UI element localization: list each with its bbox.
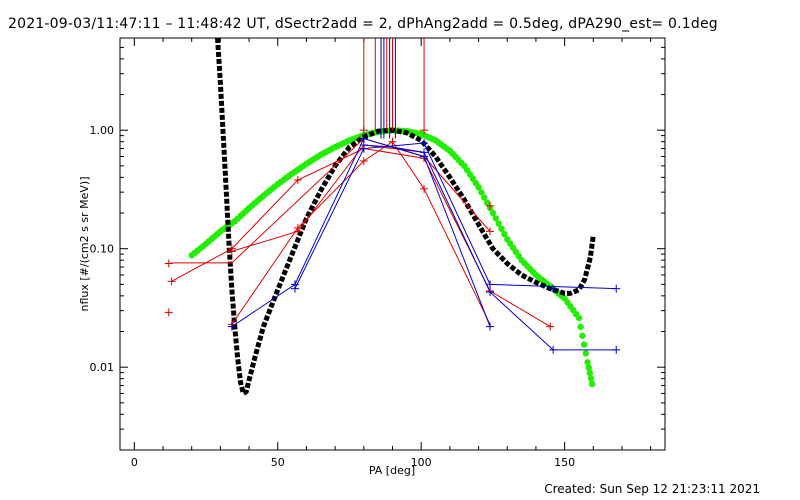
y-tick-label: 0.10 — [90, 243, 115, 256]
green-curve-dot — [498, 225, 505, 232]
red-series-line — [231, 140, 491, 325]
blue-series-line — [294, 142, 617, 290]
x-tick-label: 0 — [131, 456, 138, 469]
green-curve-dot — [588, 380, 596, 388]
green-curve-dot — [481, 194, 488, 201]
green-curve-dot — [495, 220, 502, 227]
green-curve-dot — [489, 209, 497, 217]
x-tick-label: 50 — [271, 456, 285, 469]
green-curve-dot — [492, 215, 499, 222]
green-curve-dot — [501, 230, 508, 238]
green-curve-dot — [587, 375, 595, 382]
green-curve-dot — [483, 199, 491, 206]
red-series-line — [231, 144, 425, 252]
blue-series-line — [231, 137, 491, 328]
green-curve-dot — [582, 350, 590, 357]
y-tick-label: 1.00 — [90, 124, 115, 137]
black-curve-line — [215, 37, 596, 396]
black-fit-curve — [215, 37, 596, 396]
y-tick-label: 0.01 — [90, 361, 115, 374]
axis-tick-labels: 0 50 100 150 0.01 0.10 1.00 — [90, 124, 576, 469]
green-curve-dot — [577, 323, 584, 331]
green-curve-dot — [584, 359, 591, 366]
green-curve-dot — [478, 189, 485, 196]
green-curve-dot — [475, 184, 482, 191]
green-curve-dot — [579, 332, 586, 339]
chart-title: 2021-09-03/11:47:11 – 11:48:42 UT, dSect… — [8, 16, 718, 32]
green-curve-dot — [580, 341, 588, 348]
x-tick-label: 100 — [411, 456, 432, 469]
green-curve-dot — [586, 369, 594, 377]
green-model-curve — [188, 127, 596, 388]
blue-series-line — [363, 144, 617, 351]
created-timestamp: Created: Sun Sep 12 21:23:11 2021 — [544, 482, 760, 496]
vertical-markers — [363, 38, 425, 139]
blue-data-series — [227, 134, 621, 354]
x-tick-label: 150 — [554, 456, 575, 469]
y-axis-label: nflux [#/(cm2 s sr MeV)] — [78, 177, 91, 312]
green-curve-dot — [585, 364, 592, 371]
red-series-line — [168, 138, 491, 264]
green-curve-dot — [575, 314, 583, 322]
x-axis-label: PA [deg] — [369, 464, 415, 477]
